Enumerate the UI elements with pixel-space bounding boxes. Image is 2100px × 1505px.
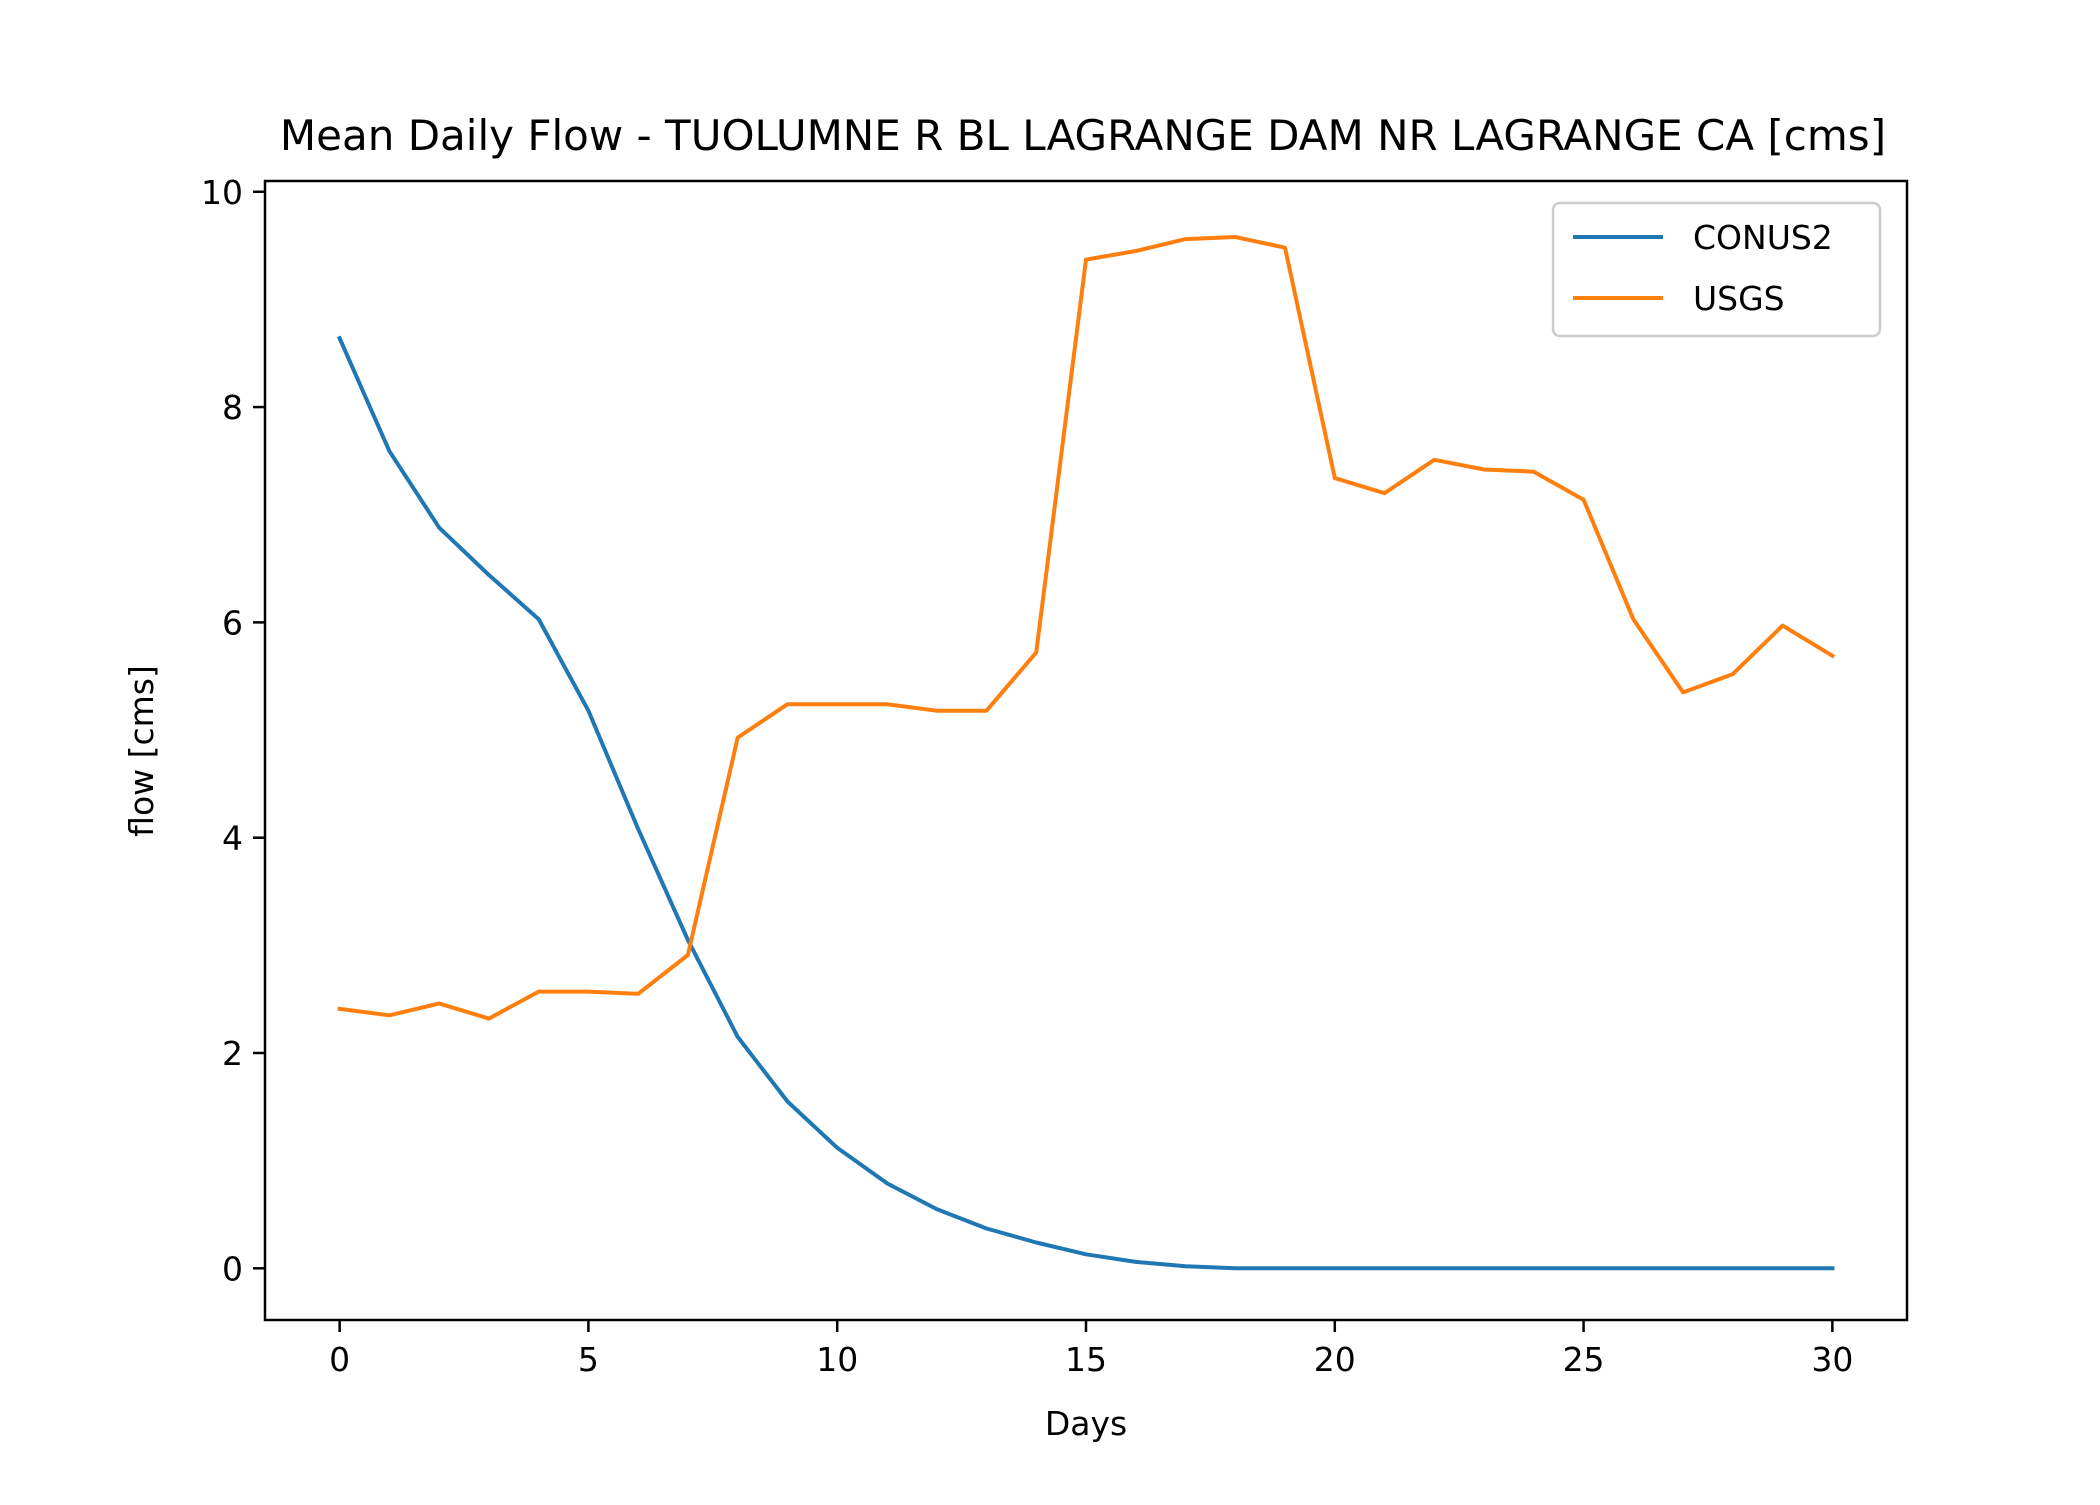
- y-axis-label: flow [cms]: [122, 665, 161, 837]
- x-tick-label: 15: [1065, 1340, 1107, 1379]
- y-axis: 0 2 4 6 8 10: [201, 173, 265, 1288]
- series-line-usgs: [337, 235, 1836, 1021]
- x-tick-label: 0: [329, 1340, 350, 1379]
- y-tick-label: 4: [222, 819, 243, 858]
- series-line-conus2: [336, 335, 1835, 1271]
- x-tick-label: 5: [578, 1340, 599, 1379]
- x-tick-label: 25: [1563, 1340, 1605, 1379]
- y-tick-label: 6: [222, 603, 243, 642]
- y-tick-label: 0: [222, 1249, 243, 1288]
- y-tick-label: 8: [222, 388, 243, 427]
- x-tick-label: 30: [1811, 1340, 1853, 1379]
- chart-title: Mean Daily Flow - TUOLUMNE R BL LAGRANGE…: [280, 111, 1886, 160]
- y-tick-label: 10: [201, 173, 243, 212]
- legend: CONUS2 USGS: [1551, 201, 1882, 338]
- x-tick-label: 10: [816, 1340, 858, 1379]
- x-axis: 0 5 10 15 20 25 30: [329, 1320, 1853, 1379]
- legend-label-usgs: USGS: [1693, 279, 1785, 318]
- legend-label-conus2: CONUS2: [1693, 218, 1833, 257]
- x-axis-label: Days: [1045, 1404, 1127, 1443]
- series-layer: [336, 235, 1836, 1271]
- y-tick-label: 2: [222, 1034, 243, 1073]
- x-tick-label: 20: [1314, 1340, 1356, 1379]
